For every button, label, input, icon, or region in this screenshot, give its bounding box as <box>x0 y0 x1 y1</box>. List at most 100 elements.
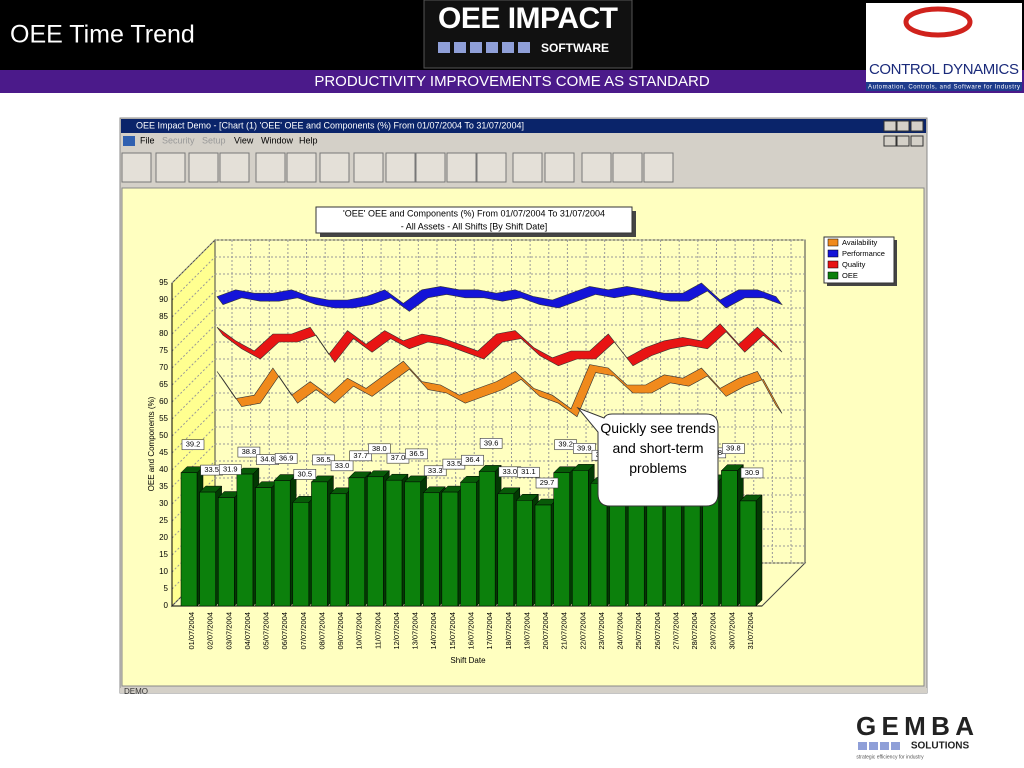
y-tick-label: 85 <box>159 312 168 321</box>
menu-item[interactable]: Window <box>261 135 294 145</box>
toolbar-button[interactable] <box>544 152 575 183</box>
toolbar-button[interactable] <box>319 152 350 183</box>
y-tick-label: 0 <box>164 601 169 610</box>
x-tick-label: 09/07/2004 <box>336 612 345 650</box>
y-tick-label: 70 <box>159 363 168 372</box>
legend-label: Performance <box>842 249 885 258</box>
toolbar-button[interactable] <box>121 152 152 183</box>
title-box <box>315 206 633 234</box>
bar <box>497 493 515 607</box>
value-label-box <box>312 454 335 466</box>
y-tick-label: 10 <box>159 567 168 576</box>
window-buttons[interactable] <box>883 120 924 147</box>
callout-shape <box>576 406 719 507</box>
control-dynamics-logo: CONTROL DYNAMICS Automation, Controls, a… <box>866 3 1022 91</box>
menu-icon <box>123 136 135 146</box>
value-label-box <box>330 460 354 472</box>
bar <box>516 500 533 607</box>
logo-tagline: Automation, Controls, and Software for I… <box>868 85 1020 91</box>
value-label-box <box>479 438 503 449</box>
y-tick-label: 5 <box>164 584 169 593</box>
value-label: 37.0 <box>391 453 406 462</box>
value-label-box <box>517 466 540 478</box>
value-label: 33.5 <box>447 459 462 468</box>
value-label: 39.2 <box>558 440 573 449</box>
bar <box>255 487 272 607</box>
banner: PRODUCTIVITY IMPROVEMENTS COME AS STANDA… <box>314 73 709 90</box>
x-tick-label: 03/07/2004 <box>224 612 233 650</box>
toolbar-button[interactable] <box>188 152 219 183</box>
toolbar-button[interactable] <box>643 152 674 183</box>
value-label: 33.3 <box>428 466 443 475</box>
toolbar-button[interactable] <box>155 152 186 183</box>
x-tick-label: 12/07/2004 <box>392 612 401 650</box>
bar <box>348 477 365 607</box>
value-label: 34.8 <box>260 455 275 464</box>
x-tick-label: 24/07/2004 <box>616 612 625 650</box>
toolbar-button[interactable] <box>415 152 446 183</box>
x-tick-label: 11/07/2004 <box>373 612 382 649</box>
menu-item[interactable]: Help <box>299 135 318 145</box>
x-tick-label: 14/07/2004 <box>429 612 438 650</box>
oee-logo: OEE IMPACT SOFTWARE <box>423 0 633 69</box>
value-label-box <box>293 468 317 480</box>
x-tick-label: 13/07/2004 <box>411 612 420 650</box>
toolbar-button[interactable] <box>476 152 507 183</box>
x-tick-label: 18/07/2004 <box>504 612 513 650</box>
x-tick-label: 06/07/2004 <box>280 612 289 650</box>
toolbar-button[interactable] <box>286 152 317 183</box>
bar <box>218 497 235 607</box>
value-label-box <box>237 446 261 458</box>
legend-label: OEE <box>842 271 858 280</box>
bar <box>404 481 421 607</box>
menu-item[interactable]: File <box>140 135 155 145</box>
status-bar <box>120 688 927 693</box>
y-tick-label: 80 <box>159 329 168 338</box>
value-label: 31.9 <box>223 465 238 474</box>
toolbar-button[interactable] <box>353 152 384 183</box>
series-ribbon <box>216 282 783 312</box>
value-label: 30.5 <box>297 469 312 478</box>
value-label: 36.4 <box>465 455 480 464</box>
toolbar-button[interactable] <box>255 152 286 183</box>
menu-item[interactable]: Security <box>162 135 195 145</box>
x-tick-label: 22/07/2004 <box>578 612 587 650</box>
x-tick-label: 16/07/2004 <box>466 612 475 650</box>
bar <box>385 479 403 607</box>
menu-item[interactable]: Setup <box>202 135 226 145</box>
value-label: 38.0 <box>372 444 387 453</box>
logo-sub: SOLUTIONS <box>911 741 970 752</box>
x-tick-label: 28/07/2004 <box>690 612 699 650</box>
menu-item[interactable]: View <box>234 135 254 145</box>
toolbar-button[interactable] <box>581 152 612 183</box>
toolbar-button[interactable] <box>385 152 416 183</box>
title-bar <box>121 119 926 133</box>
bar <box>572 470 589 607</box>
value-label-box <box>535 477 559 489</box>
y-tick-label: 65 <box>159 380 168 389</box>
legend-label: Quality <box>842 260 866 269</box>
value-label: 29.7 <box>540 478 555 487</box>
y-axis-label: OEE and Components (%) <box>147 396 156 491</box>
bar <box>721 470 738 607</box>
bar <box>311 481 328 607</box>
x-tick-label: 08/07/2004 <box>317 612 326 650</box>
logo-text: CONTROL DYNAMICS <box>869 61 1019 78</box>
bar <box>478 471 496 607</box>
logo-tagline: strategic efficiency for industry <box>856 754 924 760</box>
x-tick-label: 10/07/2004 <box>355 612 364 650</box>
value-label: 36.5 <box>409 449 424 458</box>
x-tick-label: 23/07/2004 <box>597 612 606 650</box>
toolbar-button[interactable] <box>612 152 643 183</box>
value-label: 31.1 <box>521 467 536 476</box>
toolbar-button[interactable] <box>446 152 477 183</box>
y-tick-label: 90 <box>159 295 168 304</box>
toolbar-button[interactable] <box>512 152 543 183</box>
x-tick-label: 31/07/2004 <box>746 612 755 650</box>
toolbar-button[interactable] <box>219 152 250 183</box>
slide-title: OEE Time Trend <box>10 21 195 49</box>
x-tick-label: 02/07/2004 <box>206 612 215 650</box>
bar <box>292 502 310 607</box>
y-tick-label: 55 <box>159 414 168 423</box>
